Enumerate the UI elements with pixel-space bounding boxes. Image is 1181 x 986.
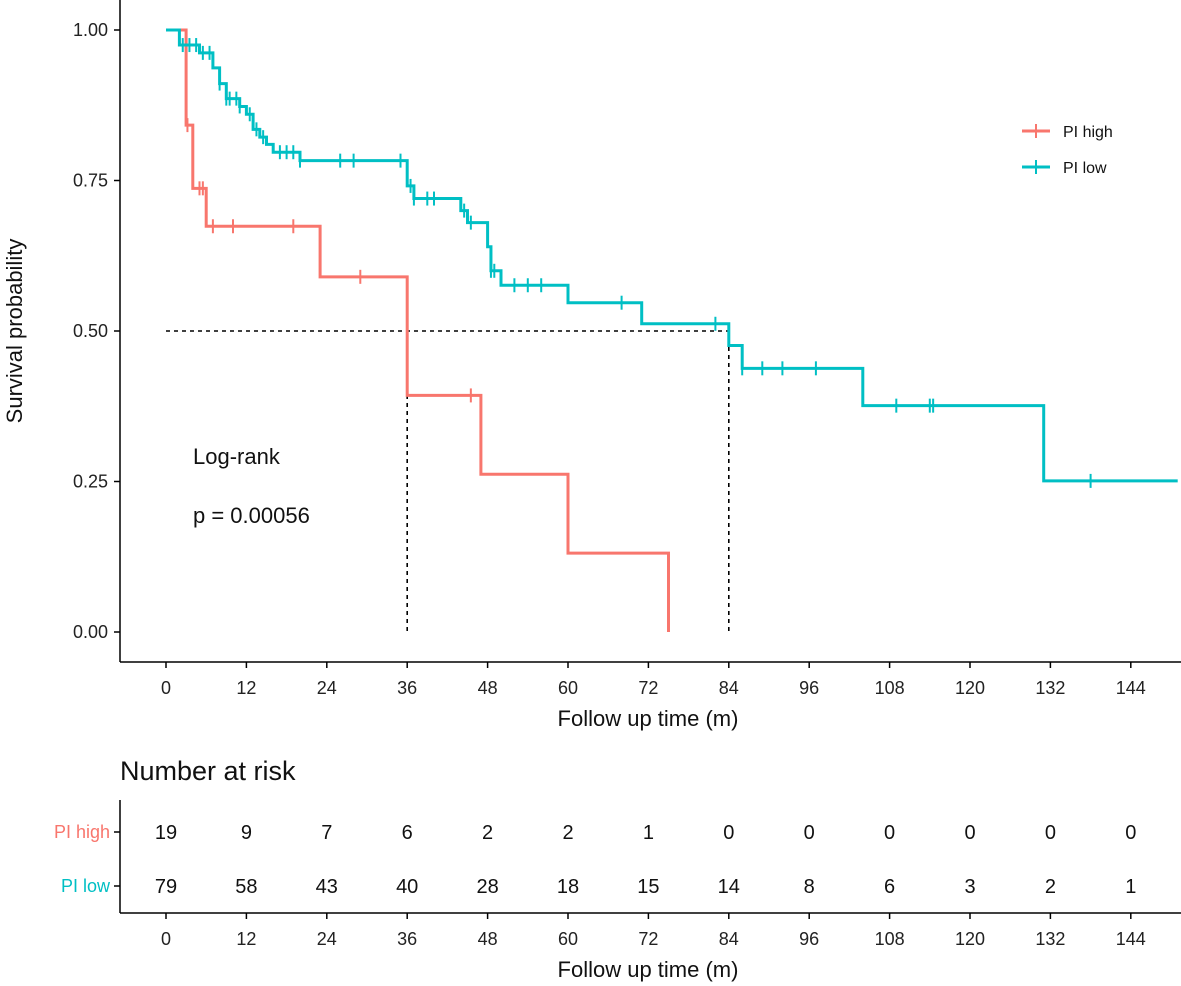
survival-curve-pi-high xyxy=(166,28,670,632)
y-tick-label: 0.75 xyxy=(73,171,108,191)
risk-count-pi-high: 0 xyxy=(723,822,734,844)
risk-x-tick-label: 144 xyxy=(1116,929,1146,949)
legend-label-pi-high: PI high xyxy=(1063,124,1113,141)
risk-count-pi-high: 0 xyxy=(1125,822,1136,844)
y-axis-title: Survival probability xyxy=(2,239,27,424)
x-tick-label: 36 xyxy=(397,678,417,698)
risk-count-pi-low: 40 xyxy=(396,876,418,898)
risk-count-pi-high: 6 xyxy=(402,822,413,844)
risk-x-tick-label: 96 xyxy=(799,929,819,949)
x-tick-label: 48 xyxy=(478,678,498,698)
x-tick-label: 96 xyxy=(799,678,819,698)
risk-count-pi-high: 7 xyxy=(321,822,332,844)
risk-x-tick-label: 132 xyxy=(1035,929,1065,949)
risk-count-pi-low: 79 xyxy=(155,876,177,898)
x-tick-label: 120 xyxy=(955,678,985,698)
risk-table: PI high 19 9 7 6 2 2 1 0 0 0 0 0 0PI low 79 58 43 40 28 18 1… xyxy=(54,800,1181,949)
x-axis-title: Follow up time (m) xyxy=(558,706,739,731)
pvalue-label: p = 0.00056 xyxy=(193,503,310,528)
risk-count-pi-low: 14 xyxy=(718,876,740,898)
logrank-label: Log-rank xyxy=(193,444,281,469)
risk-count-pi-low: 28 xyxy=(476,876,498,898)
risk-x-tick-label: 12 xyxy=(236,929,256,949)
risk-x-tick-label: 48 xyxy=(478,929,498,949)
risk-count-pi-high: 0 xyxy=(884,822,895,844)
legend: PI high PI low xyxy=(1022,124,1113,177)
survival-curve-pi-low xyxy=(166,28,1178,483)
risk-count-pi-low: 6 xyxy=(884,876,895,898)
x-tick-label: 12 xyxy=(236,678,256,698)
risk-count-pi-high: 9 xyxy=(241,822,252,844)
legend-label-pi-low: PI low xyxy=(1063,160,1107,177)
risk-count-pi-high: 0 xyxy=(964,822,975,844)
x-tick-label: 0 xyxy=(161,678,171,698)
risk-row-label-pi-high: PI high xyxy=(54,822,110,842)
censor-marks xyxy=(181,38,1092,488)
x-tick-label: 132 xyxy=(1035,678,1065,698)
risk-count-pi-high: 19 xyxy=(155,822,177,844)
risk-table-title: Number at risk xyxy=(120,756,296,786)
risk-x-tick-label: 36 xyxy=(397,929,417,949)
risk-count-pi-high: 0 xyxy=(804,822,815,844)
risk-x-tick-label: 0 xyxy=(161,929,171,949)
risk-x-tick-label: 60 xyxy=(558,929,578,949)
risk-x-tick-label: 24 xyxy=(317,929,337,949)
x-tick-label: 108 xyxy=(875,678,905,698)
risk-x-tick-label: 72 xyxy=(638,929,658,949)
survival-curves xyxy=(166,28,1178,632)
risk-count-pi-low: 58 xyxy=(235,876,257,898)
y-tick-label: 0.25 xyxy=(73,472,108,492)
risk-count-pi-low: 1 xyxy=(1125,876,1136,898)
x-tick-label: 72 xyxy=(638,678,658,698)
x-tick-label: 84 xyxy=(719,678,739,698)
risk-count-pi-low: 8 xyxy=(804,876,815,898)
risk-count-pi-high: 2 xyxy=(562,822,573,844)
y-tick-label: 0.50 xyxy=(73,321,108,341)
risk-count-pi-high: 2 xyxy=(482,822,493,844)
x-tick-label: 144 xyxy=(1116,678,1146,698)
risk-count-pi-low: 43 xyxy=(316,876,338,898)
y-tick-label: 0.00 xyxy=(73,622,108,642)
risk-count-pi-low: 18 xyxy=(557,876,579,898)
x-tick-label: 60 xyxy=(558,678,578,698)
y-tick-label: 1.00 xyxy=(73,20,108,40)
risk-row-label-pi-low: PI low xyxy=(61,876,111,896)
risk-count-pi-high: 0 xyxy=(1045,822,1056,844)
risk-count-pi-low: 15 xyxy=(637,876,659,898)
median-lines xyxy=(166,330,730,632)
risk-x-tick-label: 108 xyxy=(875,929,905,949)
risk-count-pi-low: 3 xyxy=(964,876,975,898)
main-axes: 0.00 0.25 0.50 0.75 1.00 0 12 24 36 48 60 72 84 96 108… xyxy=(73,0,1181,698)
x-tick-label: 24 xyxy=(317,678,337,698)
risk-x-axis-title: Follow up time (m) xyxy=(558,957,739,982)
risk-count-pi-low: 2 xyxy=(1045,876,1056,898)
risk-x-tick-label: 120 xyxy=(955,929,985,949)
risk-count-pi-high: 1 xyxy=(643,822,654,844)
risk-x-tick-label: 84 xyxy=(719,929,739,949)
